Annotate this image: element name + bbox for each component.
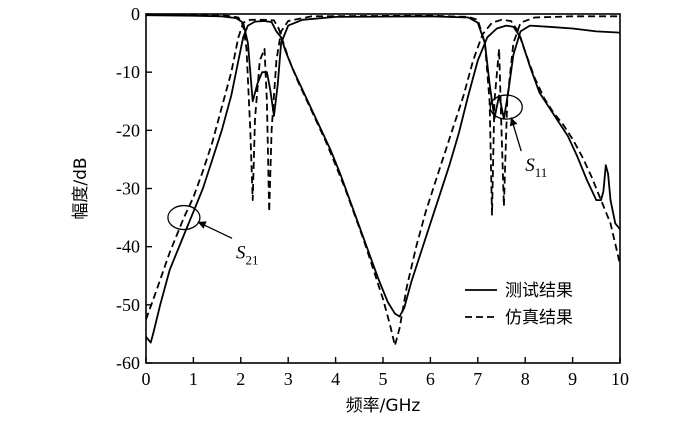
x-tick-label: 10 <box>611 369 629 389</box>
y-tick-label: -60 <box>116 353 140 373</box>
x-tick-label: 2 <box>236 369 245 389</box>
annotation-symbol: S <box>236 242 246 263</box>
x-axis: 0 1 2 3 4 5 6 7 8 9 10 <box>142 357 629 389</box>
x-tick-label: 5 <box>379 369 388 389</box>
annotation-label-s21: S21 <box>236 242 259 267</box>
y-axis: 0 -10 -20 -30 -40 -50 -60 <box>116 4 152 373</box>
legend-label: 测试结果 <box>505 281 573 301</box>
series-line-2 <box>145 14 621 120</box>
y-tick-label: -30 <box>116 179 140 199</box>
x-tick-label: 4 <box>331 369 340 389</box>
annotation-label-s11: S11 <box>525 155 547 180</box>
y-axis-label: 幅度/dB <box>71 157 91 219</box>
x-tick-label: 9 <box>568 369 577 389</box>
series-line-3 <box>145 18 621 347</box>
x-tick-label: 7 <box>473 369 482 389</box>
series-line-4 <box>145 13 620 216</box>
annotation-subscript: 11 <box>535 165 548 180</box>
x-tick-label: 0 <box>142 369 151 389</box>
y-tick-label: 0 <box>131 4 140 24</box>
x-tick-label: 1 <box>189 369 198 389</box>
x-axis-label: 频率/GHz <box>346 396 421 416</box>
plot-frame <box>145 13 621 364</box>
legend-label: 仿真结果 <box>505 308 573 328</box>
annotation-ellipse <box>167 204 201 231</box>
y-tick-label: -10 <box>116 62 140 82</box>
x-tick-label: 3 <box>284 369 293 389</box>
series-line-1 <box>145 20 621 344</box>
annotation-subscript: 21 <box>246 252 259 267</box>
y-tick-label: -40 <box>116 237 140 257</box>
annotation-symbol: S <box>525 155 535 176</box>
annotation-arrowhead <box>509 117 518 127</box>
x-tick-label: 6 <box>426 369 435 389</box>
y-tick-label: -20 <box>116 120 140 140</box>
annotation-arrowhead <box>197 221 207 229</box>
series-group <box>145 13 621 347</box>
annotation-ellipse <box>489 94 523 120</box>
x-tick-label: 8 <box>521 369 530 389</box>
y-tick-label: -50 <box>116 295 140 315</box>
